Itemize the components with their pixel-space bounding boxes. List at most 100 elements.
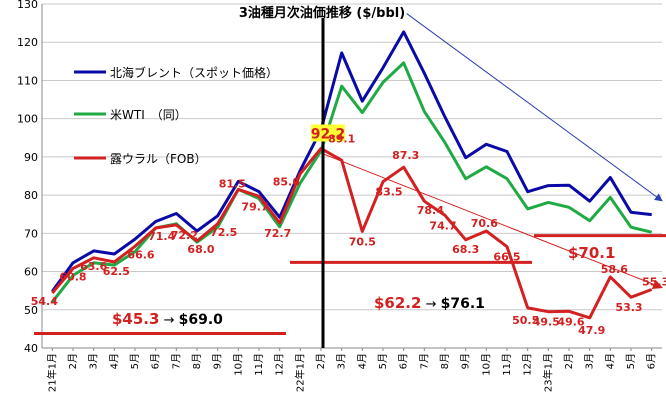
y-tick-label: 100 [17,113,38,126]
urals-data-label: 85.6 [273,176,300,189]
x-tick-label: 2月 [563,353,575,369]
urals-data-label: 70.6 [471,217,498,230]
urals-data-label: 66.5 [493,251,520,264]
series-line-0 [51,30,652,293]
annotation-arrow: → [159,313,178,328]
x-tick-label: 4月 [108,353,120,369]
x-tick-label: 2月 [67,353,79,369]
urals-data-label: 47.9 [578,324,605,337]
annotation-avg_2022: $62.2 → $76.1 [374,294,485,312]
x-tick-label: 12月 [522,353,534,376]
gridlines [41,3,662,349]
annotations: $45.3 → $69.0 $62.2 → $76.1 $70.1 [112,244,615,328]
urals-data-label: 71.4 [148,230,175,243]
annotation-arrow: → [421,297,440,312]
x-tick-label: 7月 [170,353,182,369]
x-tick-label: 9月 [212,353,224,369]
x-tick-label: 3月 [584,353,596,369]
x-tick-label: 9月 [460,353,472,369]
legend: 北海ブレント（スポット価格） 米WTI （同） 露ウラル（FOB） [74,65,278,166]
urals-data-label: 63.6 [80,260,107,273]
urals-data-label: 68.0 [187,243,214,256]
urals-data-label: 62.5 [103,265,130,278]
x-tick-label: 11月 [253,353,265,376]
y-tick-label: 110 [17,74,38,87]
x-tick-label: 5月 [129,353,141,369]
annotation-compare: $69.0 [179,312,224,328]
urals-data-label: 49.6 [557,315,584,328]
x-tick-label: 12月 [274,353,286,376]
y-tick-label: 40 [24,342,38,355]
x-tick-label: 4月 [356,353,368,369]
urals-data-label: 58.6 [601,263,628,276]
x-tick-label: 7月 [418,353,430,369]
x-axis-ticks: 21年1月 2月 3月 4月 5月 6月 7月 8月 9月 10月 11月 12月 22年1月 2月 3月 4… [45,348,658,392]
urals-data-label: 72.7 [264,227,291,240]
x-tick-label: 3月 [336,353,348,369]
x-tick-label: 22年1月 [293,353,306,392]
y-tick-label: 90 [24,151,38,164]
urals-data-label: 66.6 [127,248,154,261]
y-tick-label: 70 [24,227,38,240]
y-axis-ticks: 40 50 60 70 80 90 100 110 120 130 [17,0,38,355]
urals-data-label: 49.5 [533,316,560,329]
x-tick-label: 5月 [377,353,389,369]
x-tick-label: 8月 [191,353,203,369]
urals-data-label: 79.7 [241,200,268,213]
urals-trend-arrow [320,152,663,289]
series-line-2 [51,147,653,320]
x-tick-label: 4月 [604,353,616,369]
urals-peak-label: 92.2 [311,126,346,142]
x-tick-label: 23年1月 [541,353,554,392]
x-tick-label: 6月 [150,353,162,369]
urals-data-label: 53.3 [615,301,642,314]
annotation-value: $62.2 [374,294,421,312]
x-tick-label: 10月 [232,353,244,376]
urals-data-label: 74.7 [429,219,456,232]
annotation-value: $45.3 [112,310,159,328]
urals-data-label: 87.3 [392,149,419,162]
annotation-avg_2023: $70.1 [568,244,615,262]
x-tick-label: 8月 [439,353,451,369]
trend-arrows [320,13,663,289]
series-lines [51,30,653,320]
legend-label: 北海ブレント（スポット価格） [110,65,278,80]
y-tick-label: 50 [24,304,38,317]
urals-data-label: 68.3 [452,243,479,256]
series-line-1 [51,61,653,304]
brent-trend-arrow [406,13,663,202]
y-tick-label: 130 [17,0,38,11]
average-lines [34,234,666,335]
annotation-compare: $76.1 [441,296,485,312]
y-tick-label: 120 [17,36,38,49]
urals-data-label: 54.4 [31,295,58,308]
urals-data-label: 89.1 [328,132,355,145]
urals-data-label: 70.5 [349,235,376,248]
x-tick-label: 5月 [625,353,637,369]
urals-data-label: 72.2 [171,229,198,242]
data-labels: 54.460.863.662.5 66.6 71.472.268.0 72.5 81.5… [31,124,666,337]
urals-data-label: 81.5 [219,177,246,190]
annotation-value: $70.1 [568,244,615,262]
y-tick-label: 80 [24,189,38,202]
highlight-box [311,124,345,142]
x-tick-label: 2月 [315,353,327,369]
x-tick-label: 10月 [480,353,492,376]
urals-data-label: 72.5 [210,226,237,239]
y-tick-label: 60 [24,266,38,279]
x-tick-label: 6月 [398,353,410,369]
urals-data-label: 83.5 [375,186,402,199]
x-tick-label: 6月 [646,353,658,369]
x-tick-label: 3月 [88,353,100,369]
chart-title: 3油種月次油価推移 ($/bbl) [239,5,405,21]
legend-label: 露ウラル（FOB） [110,152,207,166]
annotation-avg_2021: $45.3 → $69.0 [112,310,223,328]
urals-data-label: 60.8 [59,270,86,283]
urals-data-label: 78.4 [417,204,444,217]
urals-data-label: 50.5 [512,314,539,327]
x-tick-label: 21年1月 [45,353,58,392]
legend-label: 米WTI （同） [110,108,187,122]
x-tick-label: 11月 [501,353,513,376]
urals-data-label: 55.3 [642,276,666,289]
